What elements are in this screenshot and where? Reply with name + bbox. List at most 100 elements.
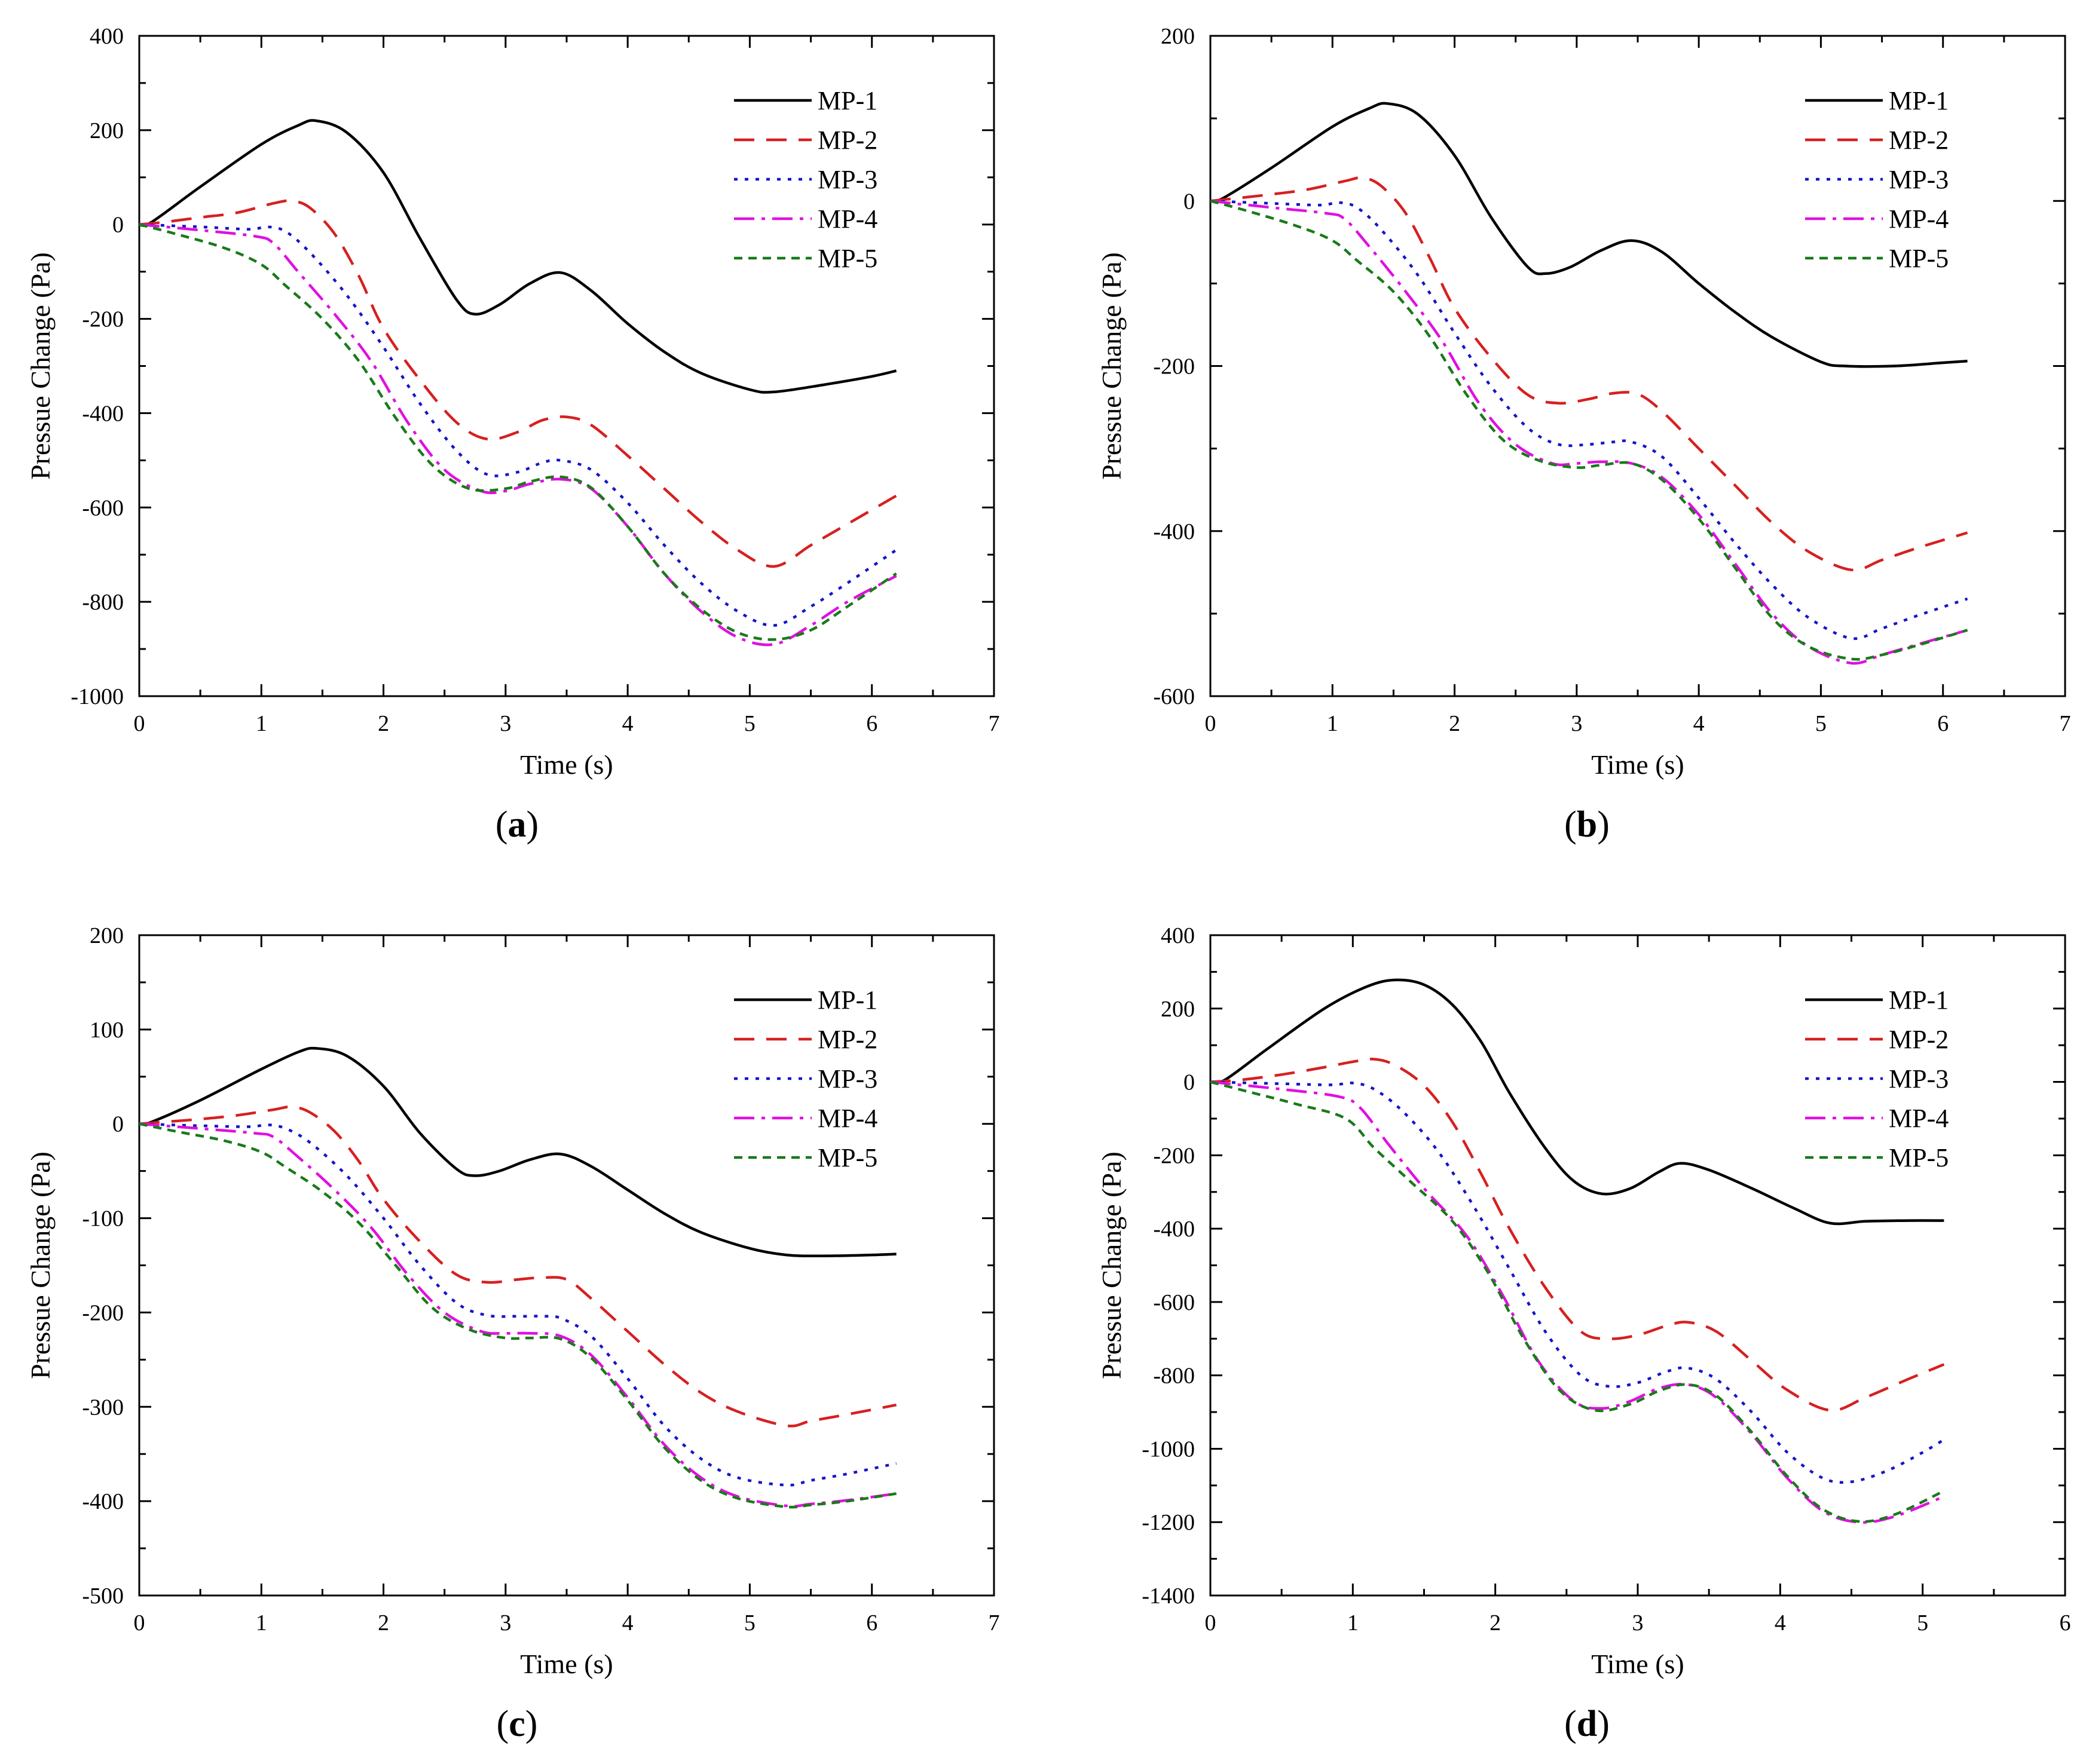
series-line-mp-3: [139, 1122, 897, 1487]
y-tick-label: 100: [90, 1018, 124, 1043]
legend-label: MP-5: [1889, 244, 1949, 273]
y-tick-label: -1400: [1142, 1584, 1195, 1609]
x-tick-label: 5: [744, 1610, 756, 1636]
legend-label: MP-5: [818, 244, 877, 273]
x-axis-title: Time (s): [520, 749, 613, 780]
y-axis-title: Pressue Change (Pa): [1096, 252, 1127, 480]
legend-label: MP-3: [1889, 165, 1949, 194]
x-tick-label: 1: [1347, 1610, 1359, 1636]
x-tick-label: 1: [256, 711, 267, 736]
legend-label: MP-4: [818, 204, 877, 234]
series-line-mp-4: [1210, 1080, 1945, 1524]
chart-panel-c: 0 1 2 3 4 5 6 7 -500 -400 -300 -200 -100 0 100 200 Time …: [25, 923, 1000, 1679]
y-tick-label: 0: [1183, 189, 1195, 214]
y-tick-label: 200: [90, 923, 124, 948]
y-tick-label: 0: [1183, 1070, 1195, 1095]
y-tick-label: 400: [1161, 923, 1195, 948]
series-line-mp-5: [139, 223, 897, 641]
series-line-mp-3: [1210, 1080, 1945, 1484]
x-tick-label: 0: [134, 1610, 145, 1636]
x-tick-label: 6: [1937, 711, 1949, 736]
x-tick-label: 3: [500, 1610, 511, 1636]
x-tick-label: 4: [622, 711, 634, 736]
y-tick-label: -200: [1153, 1143, 1195, 1168]
x-tick-label: 3: [500, 711, 511, 736]
y-tick-label: -100: [82, 1206, 124, 1232]
legend-label: MP-1: [818, 985, 877, 1015]
y-tick-label: 200: [90, 118, 124, 143]
legend-label: MP-1: [818, 86, 877, 115]
y-tick-label: -1200: [1142, 1510, 1195, 1535]
x-tick-label: 3: [1571, 711, 1582, 736]
series-line-mp-5: [1210, 200, 1968, 661]
x-tick-label: 0: [1205, 1610, 1216, 1636]
legend-label: MP-5: [1889, 1143, 1949, 1172]
y-tick-label: -600: [82, 495, 124, 520]
x-tick-label: 1: [1327, 711, 1338, 736]
legend-label: MP-1: [1889, 86, 1949, 115]
x-tick-label: 2: [1449, 711, 1460, 736]
y-axis-title: Pressue Change (Pa): [25, 1152, 56, 1379]
x-tick-label: 2: [378, 1610, 389, 1636]
x-tick-label: 5: [744, 711, 756, 736]
legend-label: MP-3: [818, 1064, 877, 1094]
x-tick-label: 6: [866, 711, 877, 736]
x-tick-label: 0: [1205, 711, 1216, 736]
x-tick-label: 0: [134, 711, 145, 736]
x-tick-label: 7: [989, 1610, 1000, 1636]
y-tick-label: -400: [82, 401, 124, 426]
legend-label: MP-2: [1889, 1025, 1949, 1054]
y-tick-label: 200: [1161, 997, 1195, 1022]
panel-label-d: (d): [1564, 1704, 1610, 1744]
y-tick-label: -500: [82, 1584, 124, 1609]
series-line-mp-2: [139, 1105, 897, 1428]
series-line-mp-1: [139, 119, 897, 394]
panel-label-a: (a): [496, 804, 539, 845]
series-line-mp-5: [1210, 1080, 1945, 1523]
y-tick-label: 400: [90, 24, 124, 49]
x-tick-label: 2: [378, 711, 389, 736]
x-tick-label: 5: [1917, 1610, 1928, 1636]
y-axis-title: Pressue Change (Pa): [25, 252, 56, 480]
y-axis-title: Pressue Change (Pa): [1096, 1152, 1127, 1379]
legend-label: MP-2: [818, 125, 877, 155]
series-line-mp-4: [139, 223, 897, 647]
x-axis-title: Time (s): [1591, 1649, 1684, 1679]
x-tick-label: 1: [256, 1610, 267, 1636]
legend-label: MP-1: [1889, 985, 1949, 1015]
x-tick-label: 2: [1489, 1610, 1501, 1636]
series-line-mp-4: [1210, 200, 1968, 665]
series-line-mp-2: [1210, 1058, 1945, 1412]
y-tick-label: -600: [1153, 1290, 1195, 1315]
x-tick-label: 4: [1693, 711, 1705, 736]
x-tick-label: 6: [2060, 1610, 2071, 1636]
x-axis-title: Time (s): [1591, 749, 1684, 780]
x-tick-label: 6: [866, 1610, 877, 1636]
panel-label-c: (c): [497, 1704, 538, 1744]
y-tick-label: -200: [82, 1300, 124, 1325]
legend-label: MP-4: [1889, 1104, 1949, 1133]
legend-label: MP-3: [818, 165, 877, 194]
y-tick-label: -600: [1153, 684, 1195, 709]
y-tick-label: 0: [112, 213, 124, 238]
legend-label: MP-5: [818, 1143, 877, 1172]
legend-label: MP-4: [1889, 204, 1949, 234]
legend-label: MP-3: [1889, 1064, 1949, 1094]
y-tick-label: -400: [82, 1489, 124, 1514]
panel-label-b: (b): [1564, 804, 1610, 845]
y-tick-label: -1000: [1142, 1437, 1195, 1462]
x-tick-label: 4: [1775, 1610, 1786, 1636]
series-line-mp-5: [139, 1122, 897, 1509]
x-tick-label: 3: [1632, 1610, 1644, 1636]
series-line-mp-2: [1210, 176, 1968, 572]
y-tick-label: 200: [1161, 24, 1195, 49]
x-tick-label: 7: [2060, 711, 2071, 736]
y-tick-label: -800: [1153, 1364, 1195, 1389]
chart-panel-b: 0 1 2 3 4 5 6 7 -600 -400 -200 0 200 Time (s) Pressue …: [1096, 24, 2071, 780]
y-tick-label: -200: [82, 307, 124, 332]
series-line-mp-3: [1210, 200, 1968, 640]
series-line-mp-3: [139, 223, 897, 627]
x-tick-label: 5: [1815, 711, 1827, 736]
series-line-mp-1: [1210, 978, 1944, 1226]
